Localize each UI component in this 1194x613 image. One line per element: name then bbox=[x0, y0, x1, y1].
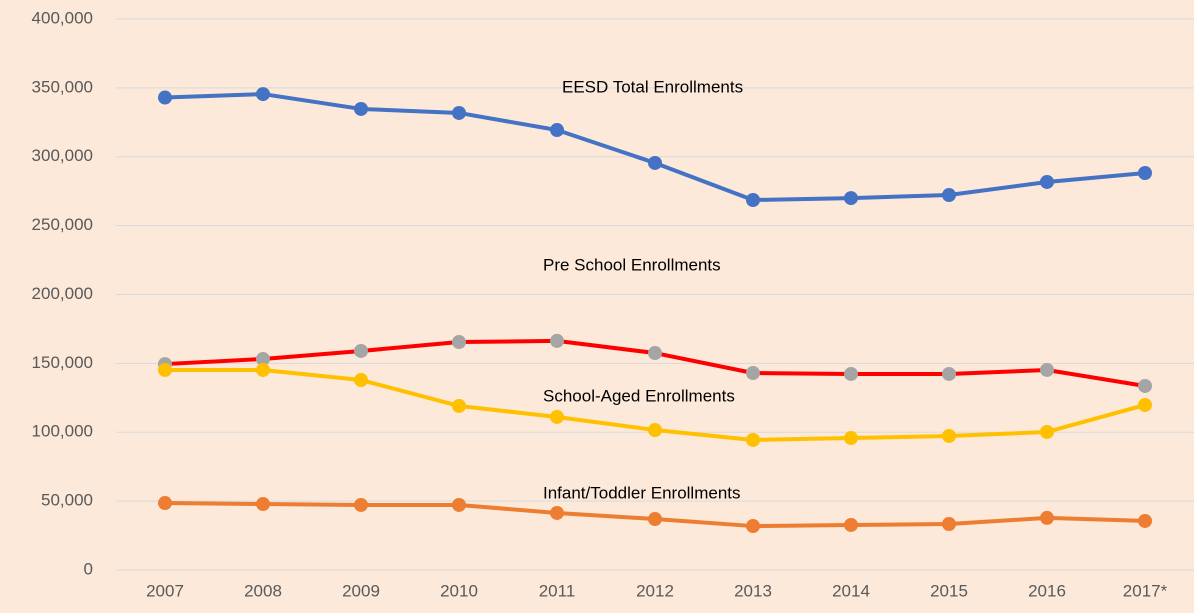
marker bbox=[1138, 397, 1152, 412]
x-tick-label: 2016 bbox=[1028, 581, 1066, 600]
marker bbox=[452, 398, 466, 413]
marker bbox=[746, 432, 760, 447]
series-label: Infant/Toddler Enrollments bbox=[543, 483, 741, 502]
marker bbox=[1040, 510, 1054, 525]
series-line bbox=[164, 92, 1146, 203]
series-label: School-Aged Enrollments bbox=[543, 386, 735, 405]
marker bbox=[550, 333, 564, 348]
x-tick-label: 2012 bbox=[636, 581, 674, 600]
x-tick-label: 2008 bbox=[244, 581, 282, 600]
marker bbox=[1040, 424, 1054, 439]
marker bbox=[1138, 166, 1152, 181]
marker bbox=[844, 366, 858, 381]
y-tick-label: 0 bbox=[84, 559, 93, 578]
marker bbox=[452, 497, 466, 512]
marker bbox=[648, 155, 662, 170]
marker bbox=[942, 516, 956, 531]
marker bbox=[354, 343, 368, 358]
y-tick-label: 250,000 bbox=[32, 215, 93, 234]
marker bbox=[256, 87, 270, 102]
x-tick-label: 2013 bbox=[734, 581, 772, 600]
x-tick-label: 2011 bbox=[539, 581, 576, 600]
series-label: EESD Total Enrollments bbox=[562, 77, 743, 96]
x-tick-label: 2009 bbox=[342, 581, 380, 600]
marker bbox=[648, 346, 662, 361]
y-tick-label: 150,000 bbox=[32, 353, 93, 372]
marker bbox=[158, 90, 172, 105]
marker bbox=[256, 497, 270, 512]
marker bbox=[550, 123, 564, 138]
marker bbox=[354, 373, 368, 388]
marker bbox=[1040, 362, 1054, 377]
marker bbox=[648, 423, 662, 438]
y-tick-label: 100,000 bbox=[32, 422, 93, 441]
marker bbox=[256, 351, 270, 366]
marker bbox=[158, 496, 172, 511]
marker bbox=[1040, 174, 1054, 189]
marker bbox=[452, 105, 466, 120]
x-tick-label: 2010 bbox=[440, 581, 478, 600]
marker bbox=[844, 517, 858, 532]
y-tick-label: 350,000 bbox=[32, 77, 93, 96]
marker bbox=[550, 409, 564, 424]
marker bbox=[844, 191, 858, 206]
marker bbox=[354, 497, 368, 512]
marker bbox=[942, 366, 956, 381]
x-tick-label: 2017* bbox=[1123, 581, 1168, 600]
y-tick-label: 200,000 bbox=[32, 284, 93, 303]
marker bbox=[550, 505, 564, 520]
marker bbox=[354, 101, 368, 116]
y-tick-label: 400,000 bbox=[32, 8, 93, 27]
marker bbox=[1138, 513, 1152, 528]
series-label: Pre School Enrollments bbox=[543, 255, 721, 274]
x-tick-label: 2014 bbox=[832, 581, 870, 600]
marker bbox=[452, 335, 466, 350]
marker bbox=[1138, 378, 1152, 393]
marker bbox=[648, 512, 662, 527]
marker bbox=[746, 519, 760, 534]
x-tick-label: 2007 bbox=[146, 581, 184, 600]
marker bbox=[746, 193, 760, 208]
marker bbox=[942, 428, 956, 443]
marker bbox=[746, 366, 760, 381]
y-tick-label: 50,000 bbox=[41, 491, 93, 510]
marker bbox=[256, 362, 270, 377]
marker bbox=[158, 362, 172, 377]
marker bbox=[942, 188, 956, 203]
y-tick-label: 300,000 bbox=[32, 146, 93, 165]
x-tick-label: 2015 bbox=[930, 581, 968, 600]
marker bbox=[844, 431, 858, 446]
